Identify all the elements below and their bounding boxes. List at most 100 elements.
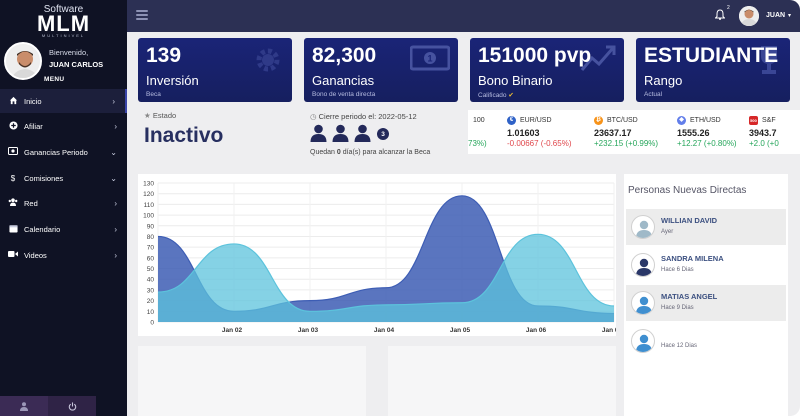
persona-item[interactable]: WILLIAN DAVID Ayer	[626, 209, 786, 245]
ticker-name: ETH/USD	[690, 117, 721, 124]
sidebar-footer	[0, 396, 96, 416]
y-tick-label: 90	[147, 223, 155, 230]
card-value: ESTUDIANTE	[644, 44, 779, 67]
x-tick-label: Jan 04	[374, 327, 395, 334]
y-tick-label: 120	[143, 191, 154, 198]
card-title: Rango	[644, 73, 683, 88]
ticker-change: -0.00667 (-0.65%)	[507, 139, 572, 148]
card-value: 139	[146, 44, 182, 67]
ticker-price: 1555.26	[677, 128, 710, 138]
ticker-change: +12.27 (+0.80%)	[677, 139, 737, 148]
card-ganancias: 1 82,300 Ganancias Bono de venta directa	[304, 38, 458, 102]
ticker-name: S&F	[762, 117, 776, 124]
banknote-icon: 1	[409, 44, 451, 77]
y-tick-label: 130	[143, 181, 154, 188]
sidebar-item-label: Comisiones	[24, 173, 64, 183]
cierre-periodo-text: Cierre periodo el: 2022-05-12	[318, 112, 417, 121]
y-tick-label: 40	[147, 277, 155, 284]
bell-icon[interactable]	[714, 9, 726, 23]
caret-down-icon[interactable]: ▾	[788, 13, 792, 19]
hamburger-menu-icon[interactable]	[136, 10, 148, 20]
users-icon	[8, 198, 18, 208]
person-avatar-icon	[631, 215, 655, 239]
sidebar-item-comisiones[interactable]: $ Comisiones ⌄	[0, 166, 127, 190]
x-tick-label: Jan 07	[602, 327, 616, 334]
topbar-user-name[interactable]: JUAN	[766, 12, 786, 19]
star-icon: ★	[144, 111, 151, 120]
persona-item[interactable]: Hace 12 Dias	[626, 323, 786, 359]
chevron-right-icon: ›	[114, 198, 117, 208]
sidebar-item-afiliar[interactable]: Afiliar ›	[0, 114, 127, 138]
persona-name: SANDRA MILENA	[661, 254, 724, 263]
sidebar-item-ganancias-periodo[interactable]: Ganancias Periodo ⌄	[0, 140, 127, 164]
persona-when: Hace 9 Dias	[661, 305, 694, 311]
sidebar: Software MLM MULTINIVEL Bienvenido, JUAN…	[0, 0, 127, 416]
y-tick-label: 30	[147, 287, 155, 294]
ticker-change: 73%)	[468, 139, 487, 148]
y-tick-label: 20	[147, 298, 155, 305]
estado-value: Inactivo	[144, 124, 224, 147]
y-tick-label: 70	[147, 245, 155, 252]
card-subtitle: Beca	[146, 91, 161, 98]
person-icon	[354, 124, 371, 142]
persona-item[interactable]: SANDRA MILENA Hace 6 Dias	[626, 247, 786, 283]
sidebar-item-label: Ganancias Periodo	[24, 147, 88, 157]
trophy-icon	[756, 44, 782, 81]
quedan-text: Quedan 0 día(s) para alcanzar la Beca	[310, 149, 430, 156]
home-icon	[8, 96, 18, 107]
person-avatar-icon	[631, 253, 655, 277]
quedan-suffix: día(s) para alcanzar la Beca	[340, 149, 431, 156]
sidebar-item-videos[interactable]: Videos ›	[0, 243, 127, 267]
card-subtitle-text: Calificado	[478, 92, 507, 99]
sidebar-item-calendario[interactable]: Calendario ›	[0, 217, 127, 241]
sidebar-item-inicio[interactable]: Inicio ›	[0, 89, 127, 113]
topbar-avatar[interactable]	[739, 6, 759, 26]
person-avatar-icon	[631, 329, 655, 353]
sidebar-item-red[interactable]: Red ›	[0, 191, 127, 215]
menu-label: MENU	[44, 76, 65, 83]
plus-circle-icon	[8, 120, 18, 132]
card-value: 151000 pvp	[478, 44, 592, 67]
checkmark-icon: ✔	[508, 92, 514, 99]
card-value: 82,300	[312, 44, 377, 67]
persona-when: Ayer	[661, 229, 674, 235]
brand-logo: Software MLM MULTINIVEL	[0, 0, 127, 39]
x-tick-label: Jan 06	[526, 327, 547, 334]
estado-label-text: Estado	[152, 111, 177, 120]
ticker-price: 3943.7	[749, 128, 777, 138]
clock-icon: ◷	[310, 112, 317, 121]
persona-name: WILLIAN DAVID	[661, 216, 718, 225]
area-chart: 0 10 20 30 40 50 60 70 80 90 100 110 120 130 Jan 02 Jan…	[143, 181, 616, 335]
chevron-right-icon: ›	[114, 250, 117, 260]
video-icon	[8, 250, 18, 260]
card-bono-binario: 151000 pvp Bono Binario Calificado ✔	[470, 38, 624, 102]
chevron-right-icon: ›	[114, 224, 117, 234]
market-ticker[interactable]: 100 73%) € EUR/USD 1.01603 -0.00667 (-0.…	[468, 110, 800, 154]
user-icon[interactable]	[0, 396, 48, 416]
ticker-price: 1.01603	[507, 128, 540, 138]
welcome-text: Bienvenido,	[49, 48, 89, 57]
quedan-days: 0	[336, 149, 341, 156]
ticker-change: +232.15 (+0.99%)	[594, 139, 659, 148]
card-rango: ESTUDIANTE Rango Actual	[636, 38, 790, 102]
dollar-icon: $	[10, 173, 16, 183]
money-icon	[8, 147, 18, 157]
card-title: Bono Binario	[478, 73, 553, 88]
calendar-icon	[8, 224, 18, 235]
power-icon[interactable]	[48, 396, 96, 416]
ticker-name: BTC/USD	[607, 117, 638, 124]
person-icon	[310, 124, 327, 142]
chevron-down-icon: ⌄	[110, 173, 117, 183]
chevron-down-icon: ⌄	[110, 147, 117, 157]
persona-item[interactable]: MATIAS ANGEL Hace 9 Dias	[626, 285, 786, 321]
user-name: JUAN CARLOS	[49, 60, 104, 69]
persona-when: Hace 12 Dias	[661, 343, 698, 349]
brand-name: MLM	[36, 11, 91, 36]
sidebar-item-label: Videos	[24, 250, 47, 260]
y-tick-label: 80	[147, 234, 155, 241]
avatar[interactable]	[4, 42, 42, 80]
x-tick-label: Jan 03	[298, 327, 319, 334]
card-title: Inversión	[146, 73, 199, 88]
gear-icon	[252, 44, 284, 81]
